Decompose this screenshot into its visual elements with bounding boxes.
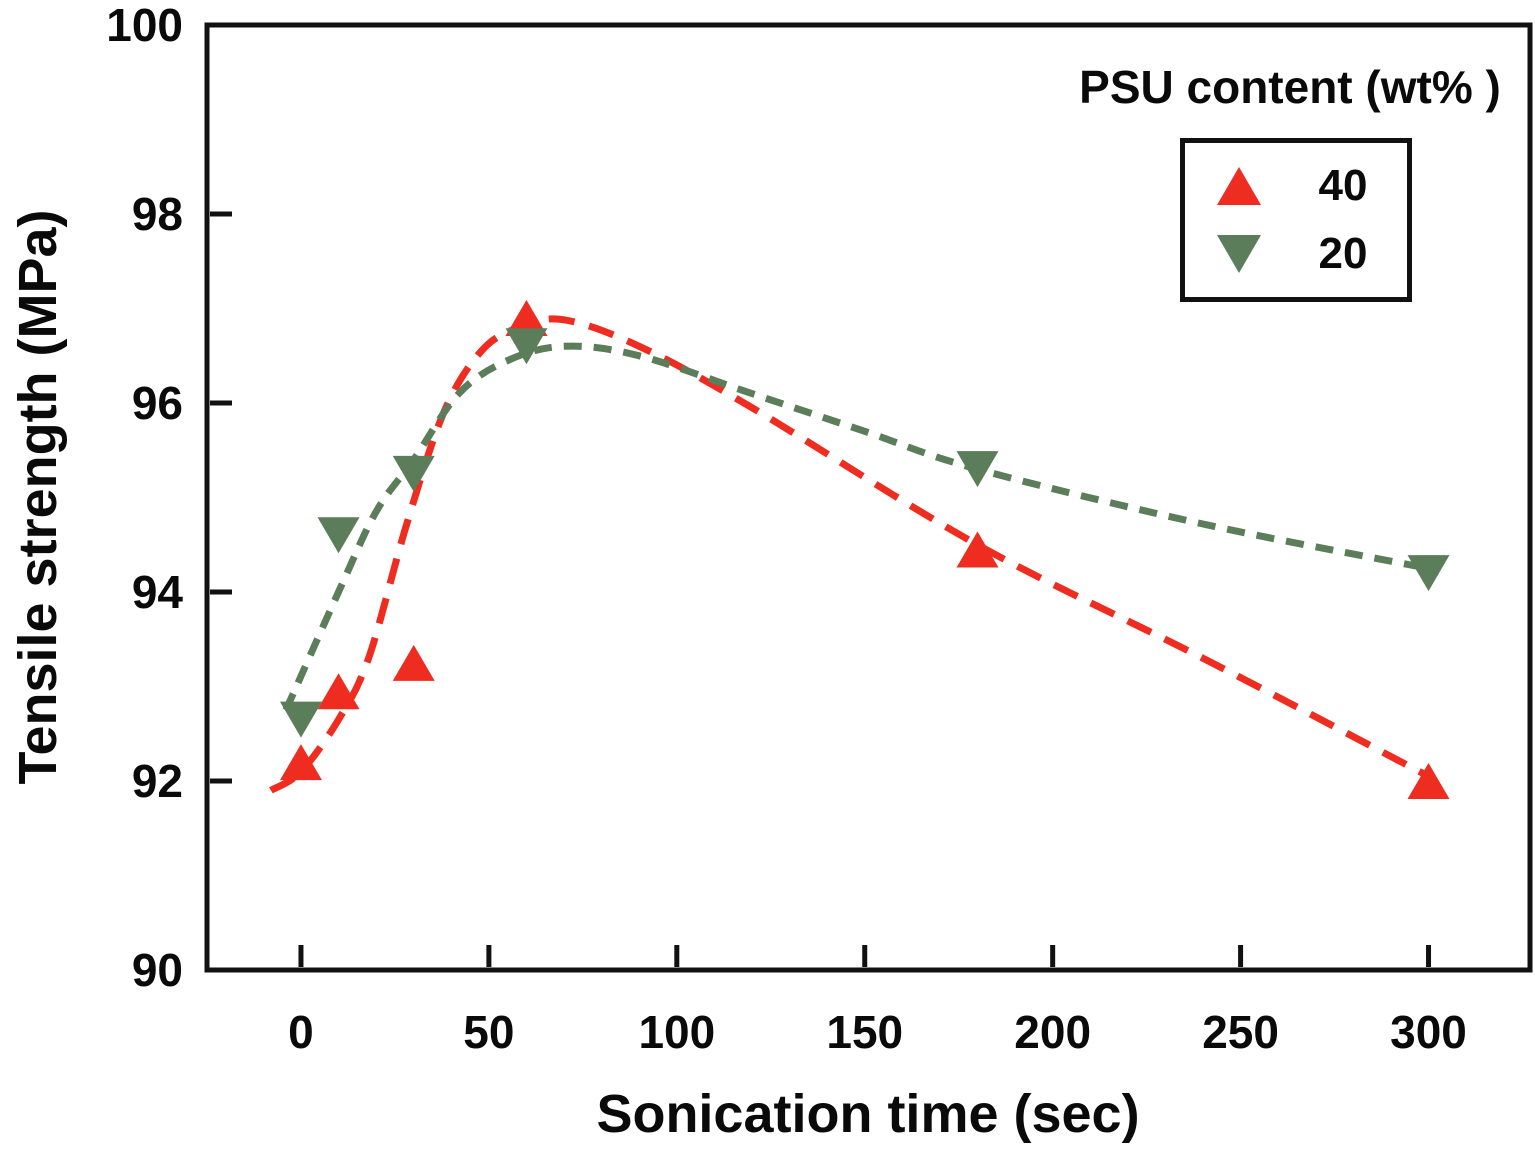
- data-point-psu-40-wt-: [505, 299, 548, 336]
- data-point-psu-40-wt-: [392, 644, 435, 681]
- y-axis-title: Tensile strength (MPa): [8, 209, 68, 784]
- triangle-down-icon: [1217, 235, 1261, 273]
- fit-curve-psu-20-wt-: [282, 342, 1430, 712]
- x-tick-label: 0: [288, 1006, 314, 1058]
- x-tick-label: 50: [463, 1006, 514, 1058]
- data-point-psu-20-wt-: [317, 517, 360, 554]
- legend-label-20: 20: [1318, 229, 1368, 278]
- plot-border: [204, 22, 1533, 973]
- series-layer: [269, 299, 1450, 799]
- x-tick-label: 200: [1014, 1006, 1091, 1058]
- legend-label-40: 40: [1318, 161, 1368, 210]
- legend-title: PSU content (wt% ): [1079, 61, 1501, 113]
- y-tick-label: 100: [106, 0, 183, 51]
- fit-curve-psu-40-wt-: [269, 315, 1431, 794]
- legend-entry-20: 20: [1217, 229, 1407, 279]
- x-tick-label: 150: [826, 1006, 903, 1058]
- x-tick-label: 100: [638, 1006, 715, 1058]
- y-tick-label: 90: [132, 944, 183, 996]
- data-point-psu-40-wt-: [956, 531, 999, 568]
- data-point-psu-40-wt-: [1407, 763, 1450, 799]
- legend-entry-40: 40: [1217, 161, 1407, 211]
- y-tick-label: 98: [132, 188, 183, 240]
- data-point-psu-20-wt-: [392, 455, 435, 492]
- data-point-psu-20-wt-: [505, 328, 548, 365]
- plot-frame: [204, 22, 1533, 973]
- data-point-psu-20-wt-: [1407, 555, 1450, 592]
- y-tick-label: 92: [132, 755, 183, 807]
- x-axis-title: Sonication time (sec): [596, 1084, 1139, 1144]
- data-point-psu-40-wt-: [279, 744, 322, 781]
- y-tick-label: 94: [132, 566, 184, 618]
- triangle-up-icon: [1217, 167, 1261, 205]
- y-axis: 90 92 94 96 98 100: [106, 0, 232, 996]
- data-point-psu-40-wt-: [317, 673, 360, 710]
- x-tick-label: 300: [1390, 1006, 1467, 1058]
- x-axis: 0 50 100 150 200 250 300: [288, 945, 1467, 1058]
- data-point-psu-20-wt-: [279, 701, 322, 738]
- data-point-psu-20-wt-: [956, 451, 999, 488]
- y-tick-label: 96: [132, 377, 183, 429]
- x-tick-label: 250: [1202, 1006, 1279, 1058]
- legend: 40 20: [1180, 138, 1412, 302]
